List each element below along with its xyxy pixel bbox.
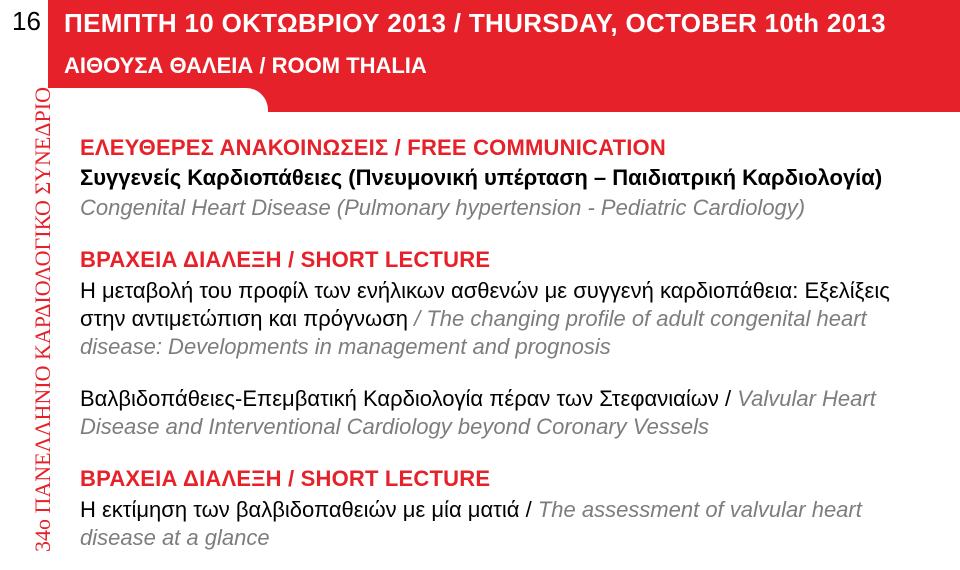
header-bar: ΠΕΜΠΤΗ 10 ΟΚΤΩΒΡΙΟΥ 2013 / THURSDAY, OCT… (48, 0, 960, 112)
header-room: ΑΙΘΟΥΣΑ ΘΑΛΕΙΑ / ROOM THALIA (64, 53, 960, 79)
section-title: ΕΛΕΥΘΕΡΕΣ ΑΝΑΚΟΙΝΩΣΕΙΣ / FREE COMMUNICAT… (80, 134, 940, 162)
section-short-lecture-1: ΒΡΑΧΕΙΑ ΔΙΑΛΕΞΗ / SHORT LECTURE Η μεταβο… (80, 246, 940, 361)
section-short-lecture-2: ΒΡΑΧΕΙΑ ΔΙΑΛΕΞΗ / SHORT LECTURE Η εκτίμη… (80, 465, 940, 551)
page-number: 16 (12, 6, 41, 37)
text-gr: Βαλβιδοπάθειες-Επεμβατική Καρδιολογία πέ… (80, 386, 737, 411)
body: 34ο ΠΑΝΕΛΛΗΝΙΟ ΚΑΡΔΙΟΛΟΓΙΚΟ ΣΥΝΕΔΡΙΟ ΕΛΕ… (0, 112, 960, 552)
section-title: ΒΡΑΧΕΙΑ ΔΙΑΛΕΞΗ / SHORT LECTURE (80, 465, 940, 493)
lecture-text: Η μεταβολή του προφίλ των ενήλικων ασθεν… (80, 277, 940, 361)
section-free-communication: ΕΛΕΥΘΕΡΕΣ ΑΝΑΚΟΙΝΩΣΕΙΣ / FREE COMMUNICAT… (80, 134, 940, 222)
page: 16 ΠΕΜΠΤΗ 10 ΟΚΤΩΒΡΙΟΥ 2013 / THURSDAY, … (0, 0, 960, 570)
section-valvular: Βαλβιδοπάθειες-Επεμβατική Καρδιολογία πέ… (80, 385, 940, 441)
section-subtitle-gr: Συγγενείς Καρδιοπάθειες (Πνευμονική υπέρ… (80, 164, 940, 192)
topic-line: Βαλβιδοπάθειες-Επεμβατική Καρδιολογία πέ… (80, 385, 940, 441)
lecture-text: Η εκτίμηση των βαλβιδοπαθειών με μία ματ… (80, 496, 940, 552)
section-title: ΒΡΑΧΕΙΑ ΔΙΑΛΕΞΗ / SHORT LECTURE (80, 246, 940, 274)
text-gr: Η εκτίμηση των βαλβιδοπαθειών με μία ματ… (80, 497, 538, 522)
sidebar-vertical: 34ο ΠΑΝΕΛΛΗΝΙΟ ΚΑΡΔΙΟΛΟΓΙΚΟ ΣΥΝΕΔΡΙΟ (30, 112, 70, 552)
sidebar-text: 34ο ΠΑΝΕΛΛΗΝΙΟ ΚΑΡΔΙΟΛΟΓΙΚΟ ΣΥΝΕΔΡΙΟ (30, 87, 56, 552)
section-subtitle-en: Congenital Heart Disease (Pulmonary hype… (80, 194, 940, 222)
header-date: ΠΕΜΠΤΗ 10 ΟΚΤΩΒΡΙΟΥ 2013 / THURSDAY, OCT… (64, 8, 960, 39)
